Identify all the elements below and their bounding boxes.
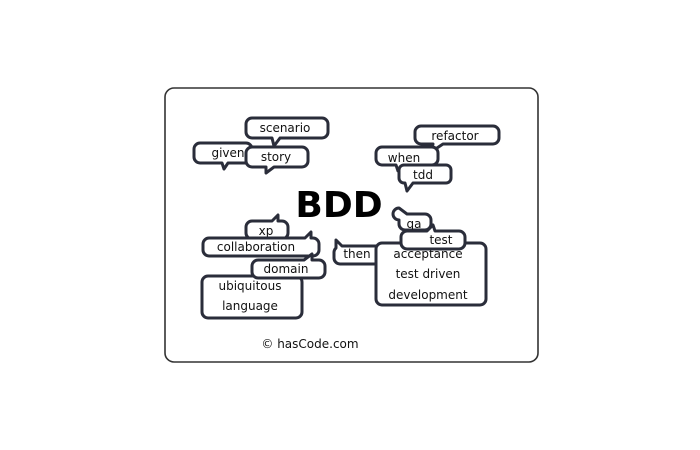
tag-collaboration: collaboration bbox=[201, 230, 321, 258]
tag-test-label: test bbox=[429, 233, 452, 247]
tag-domain: domain bbox=[250, 252, 327, 280]
tag-test: test bbox=[399, 223, 467, 251]
tag-scenario-label: scenario bbox=[260, 121, 311, 135]
tag-then-label: then bbox=[343, 247, 370, 261]
tag-language-label: language bbox=[222, 299, 278, 313]
tag-qa-label: qa bbox=[407, 217, 422, 231]
tag-tdd-label: tdd bbox=[413, 168, 433, 182]
tag-domain-label: domain bbox=[264, 262, 309, 276]
bdd-title: BDD bbox=[295, 185, 382, 226]
tag-xp-label: xp bbox=[259, 224, 274, 238]
tag-when-label: when bbox=[388, 151, 420, 165]
tag-refactor-label: refactor bbox=[431, 129, 478, 143]
tag-development-label: development bbox=[388, 288, 467, 302]
tag-story: story bbox=[244, 145, 310, 175]
tag-scenario: scenario bbox=[244, 116, 330, 148]
copyright-text: © hasCode.com bbox=[261, 337, 358, 351]
tag-tdd: tdd bbox=[397, 163, 453, 193]
tag-ubiquitous-label: ubiquitous bbox=[218, 279, 281, 293]
tag-refactor: refactor bbox=[413, 124, 501, 154]
tag-test-driven-label: test driven bbox=[396, 267, 461, 281]
tag-given-label: given bbox=[211, 146, 244, 160]
tag-story-label: story bbox=[261, 150, 291, 164]
tag-acceptance-tdd: acceptance test driven development bbox=[374, 241, 488, 307]
tag-ubiquitous-language: ubiquitous language bbox=[200, 274, 304, 320]
tag-collaboration-label: collaboration bbox=[217, 240, 295, 254]
